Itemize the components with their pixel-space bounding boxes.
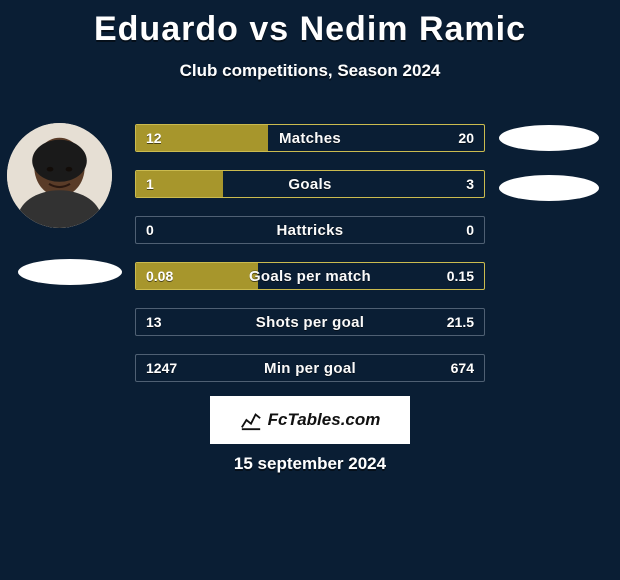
stat-row: 1247674Min per goal — [135, 354, 485, 382]
stat-label: Hattricks — [136, 217, 484, 243]
player-right-name-pill-2 — [499, 175, 599, 201]
stat-row: 0.080.15Goals per match — [135, 262, 485, 290]
page-title: Eduardo vs Nedim Ramic — [0, 0, 620, 49]
page-subtitle: Club competitions, Season 2024 — [0, 61, 620, 81]
player-right-name-pill-1 — [499, 125, 599, 151]
avatar-left-image — [7, 123, 112, 228]
stat-label: Shots per goal — [136, 309, 484, 335]
avatar-left — [7, 123, 112, 228]
stat-label: Min per goal — [136, 355, 484, 381]
stat-row: 00Hattricks — [135, 216, 485, 244]
stat-label: Goals per match — [136, 263, 484, 289]
stat-label: Matches — [136, 125, 484, 151]
stat-label: Goals — [136, 171, 484, 197]
brand-badge[interactable]: FcTables.com — [210, 396, 410, 444]
stat-bars: 1220Matches 13Goals 00Hattricks 0.080.15Goa… — [135, 124, 485, 400]
stat-row: 1321.5Shots per goal — [135, 308, 485, 336]
chart-icon — [240, 409, 262, 431]
player-left-name-pill — [18, 259, 122, 285]
brand-text: FcTables.com — [268, 410, 381, 430]
stat-row: 13Goals — [135, 170, 485, 198]
stat-row: 1220Matches — [135, 124, 485, 152]
date-stamp: 15 september 2024 — [0, 454, 620, 474]
